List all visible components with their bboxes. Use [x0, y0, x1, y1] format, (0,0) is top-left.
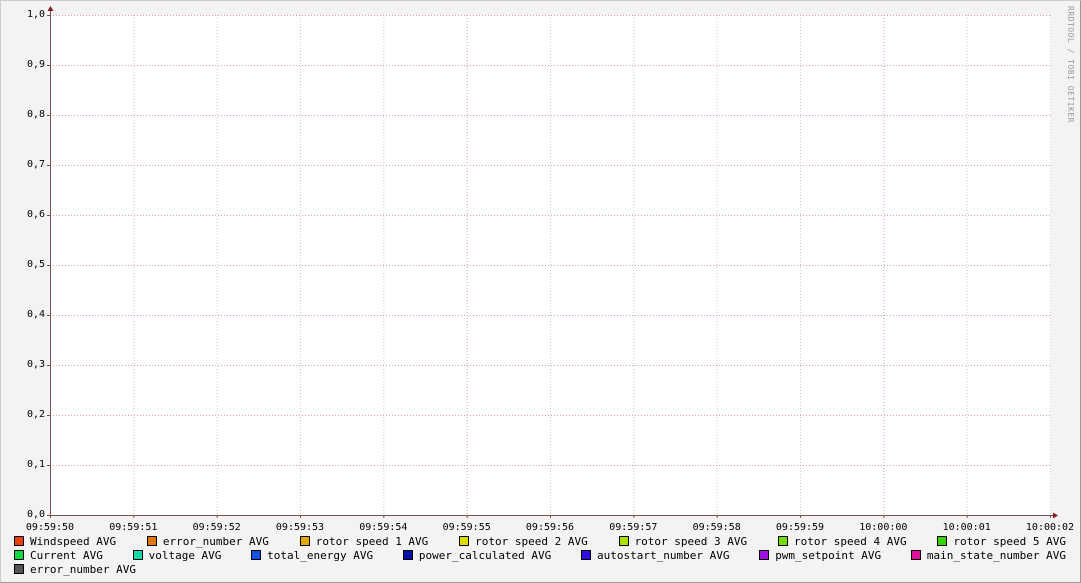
- legend-swatch: [14, 536, 24, 546]
- legend-item: rotor speed 3 AVG: [618, 535, 748, 549]
- y-tick-label: 0,2: [27, 409, 45, 420]
- x-tick-label: 09:59:54: [359, 522, 407, 533]
- legend-item: Current AVG: [14, 549, 103, 563]
- legend-label: autostart_number AVG: [597, 549, 730, 562]
- legend-item: total_energy AVG: [251, 549, 373, 563]
- legend-label: Windspeed AVG: [30, 535, 117, 548]
- y-tick-label: 0,4: [27, 309, 45, 320]
- y-tick-label: 0,6: [27, 209, 45, 220]
- legend-label: error_number AVG: [30, 563, 136, 576]
- legend-swatch: [937, 536, 948, 546]
- legend-swatch: [618, 536, 629, 546]
- legend-row: Current AVG voltage AVG total_energy AVG po…: [14, 549, 1066, 563]
- legend: Windspeed AVG error_number AVG rotor speed…: [14, 535, 1074, 577]
- legend-swatch: [14, 550, 24, 560]
- x-tick-label: 10:00:00: [859, 522, 907, 533]
- x-tick-label: 09:59:52: [193, 522, 241, 533]
- legend-swatch: [146, 536, 157, 546]
- y-tick-label: 0,5: [27, 259, 45, 270]
- y-tick-label: 0,0: [27, 509, 45, 520]
- legend-swatch: [777, 536, 788, 546]
- legend-label: error_number AVG: [162, 535, 269, 548]
- legend-item: error_number AVG: [146, 535, 269, 549]
- legend-swatch: [459, 536, 470, 546]
- x-tick-label: 09:59:53: [276, 522, 324, 533]
- legend-swatch: [299, 536, 310, 546]
- legend-label: rotor speed 5 AVG: [953, 535, 1066, 548]
- y-tick-label: 0,1: [27, 459, 45, 470]
- y-tick-label: 0,7: [27, 159, 45, 170]
- legend-item: rotor speed 5 AVG: [937, 535, 1066, 549]
- legend-item: voltage AVG: [132, 549, 222, 563]
- y-axis-arrow: [47, 6, 54, 11]
- x-axis-arrow: [1053, 512, 1058, 519]
- legend-swatch: [581, 550, 592, 560]
- legend-label: pwm_setpoint AVG: [775, 549, 882, 562]
- legend-swatch: [910, 550, 921, 560]
- legend-label: rotor speed 3 AVG: [634, 535, 748, 548]
- legend-label: rotor speed 2 AVG: [475, 535, 588, 548]
- legend-row: error_number AVG: [14, 563, 1066, 577]
- x-tick-label: 09:59:59: [776, 522, 824, 533]
- x-tick-label: 09:59:57: [609, 522, 657, 533]
- legend-row: Windspeed AVG error_number AVG rotor speed…: [14, 535, 1066, 549]
- x-tick-label: 09:59:56: [526, 522, 574, 533]
- y-tick-label: 0,3: [27, 359, 45, 370]
- legend-item: power_calculated AVG: [402, 549, 552, 563]
- x-tick-label: 10:00:01: [943, 522, 991, 533]
- legend-label: power_calculated AVG: [418, 549, 552, 562]
- legend-item: autostart_number AVG: [581, 549, 729, 563]
- legend-item: rotor speed 1 AVG: [299, 535, 429, 549]
- x-tick-label: 10:00:02: [1026, 522, 1074, 533]
- legend-label: rotor speed 1 AVG: [315, 535, 429, 548]
- watermark: RRDTOOL / TOBI OETIKER: [1066, 6, 1075, 123]
- legend-label: main_state_number AVG: [926, 549, 1066, 562]
- y-tick-label: 0,9: [27, 59, 45, 70]
- y-tick-label: 1,0: [27, 9, 45, 20]
- legend-swatch: [759, 550, 770, 560]
- legend-item: main_state_number AVG: [910, 549, 1066, 563]
- legend-item: rotor speed 4 AVG: [777, 535, 907, 549]
- legend-swatch: [251, 550, 262, 560]
- x-tick-label: 09:59:51: [109, 522, 157, 533]
- legend-item: error_number AVG: [14, 563, 136, 577]
- legend-item: Windspeed AVG: [14, 535, 116, 549]
- legend-label: total_energy AVG: [267, 549, 374, 562]
- legend-label: voltage AVG: [148, 549, 222, 562]
- legend-item: pwm_setpoint AVG: [759, 549, 881, 563]
- legend-label: rotor speed 4 AVG: [793, 535, 907, 548]
- y-tick-label: 0,8: [27, 109, 45, 120]
- legend-label: Current AVG: [30, 549, 103, 562]
- legend-swatch: [402, 550, 413, 560]
- x-tick-label: 09:59:50: [26, 522, 74, 533]
- x-tick-label: 09:59:58: [693, 522, 741, 533]
- legend-item: rotor speed 2 AVG: [459, 535, 588, 549]
- legend-swatch: [14, 564, 24, 574]
- legend-swatch: [132, 550, 143, 560]
- x-tick-label: 09:59:55: [443, 522, 491, 533]
